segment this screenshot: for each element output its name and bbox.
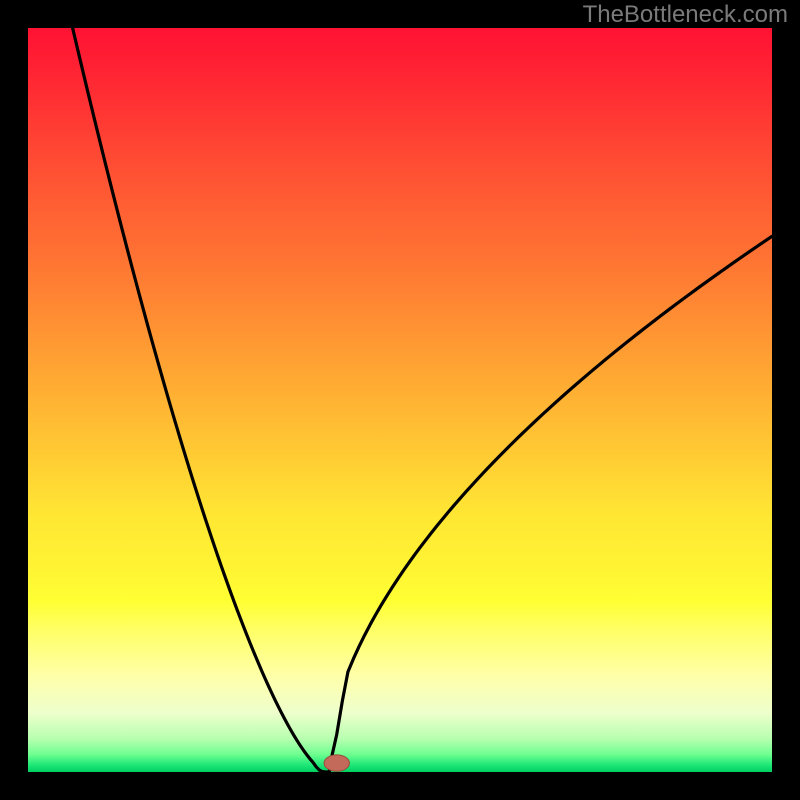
plot-area <box>28 28 772 772</box>
bottleneck-chart: TheBottleneck.com <box>0 0 800 800</box>
watermark-text: TheBottleneck.com <box>583 1 788 28</box>
optimum-marker <box>324 755 349 771</box>
